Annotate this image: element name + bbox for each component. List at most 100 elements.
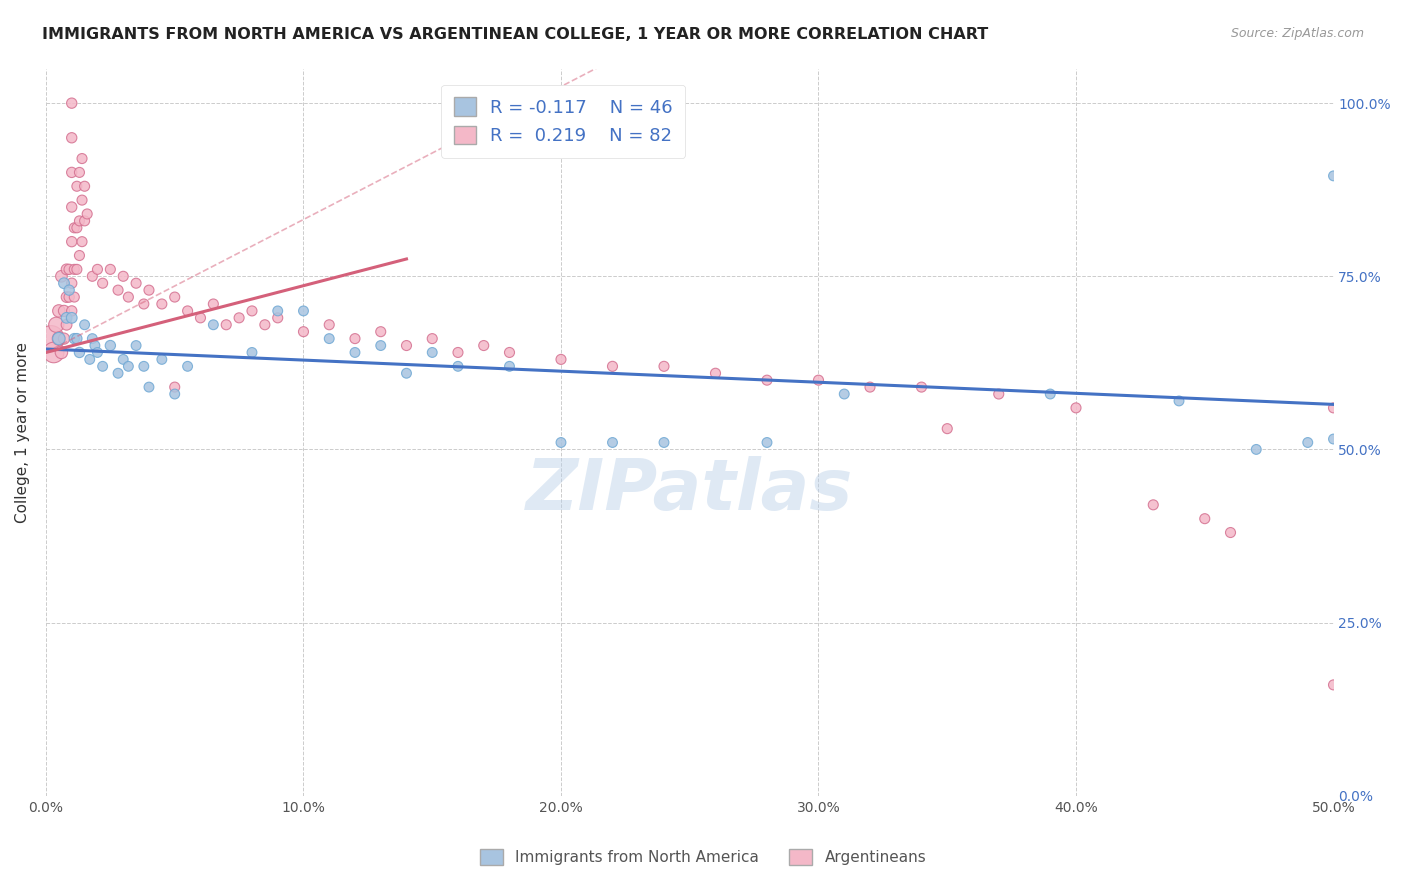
Point <box>51 345 73 359</box>
Point <box>39 332 62 346</box>
Point <box>202 297 225 311</box>
Point <box>190 310 212 325</box>
Point <box>86 262 108 277</box>
Point <box>1322 678 1344 692</box>
Point <box>138 283 160 297</box>
Point <box>79 352 101 367</box>
Point <box>69 345 91 359</box>
Point <box>63 220 86 235</box>
Point <box>48 332 70 346</box>
Point <box>602 359 624 374</box>
Point <box>107 283 129 297</box>
Point <box>420 332 443 346</box>
Point <box>48 332 70 346</box>
Point <box>1142 498 1164 512</box>
Point <box>395 338 418 352</box>
Point <box>936 422 959 436</box>
Point <box>70 235 93 249</box>
Point <box>86 345 108 359</box>
Point <box>53 304 76 318</box>
Point <box>704 366 727 380</box>
Point <box>63 290 86 304</box>
Point <box>66 220 89 235</box>
Point <box>69 248 91 262</box>
Point <box>163 387 186 401</box>
Point <box>756 435 779 450</box>
Point <box>447 345 470 359</box>
Point <box>58 290 80 304</box>
Point <box>117 290 139 304</box>
Point <box>60 304 83 318</box>
Point <box>395 366 418 380</box>
Point <box>832 387 855 401</box>
Point <box>70 193 93 207</box>
Text: IMMIGRANTS FROM NORTH AMERICA VS ARGENTINEAN COLLEGE, 1 YEAR OR MORE CORRELATION: IMMIGRANTS FROM NORTH AMERICA VS ARGENTI… <box>42 27 988 42</box>
Point <box>98 338 121 352</box>
Point <box>58 262 80 277</box>
Point <box>176 359 198 374</box>
Point <box>73 179 96 194</box>
Point <box>1168 393 1191 408</box>
Point <box>73 318 96 332</box>
Point <box>132 297 155 311</box>
Point <box>318 318 340 332</box>
Point <box>138 380 160 394</box>
Point <box>343 332 366 346</box>
Point <box>1039 387 1062 401</box>
Point <box>55 262 77 277</box>
Point <box>1194 511 1216 525</box>
Point <box>60 235 83 249</box>
Point <box>1246 442 1268 457</box>
Point <box>318 332 340 346</box>
Point <box>176 304 198 318</box>
Point <box>69 165 91 179</box>
Point <box>1219 525 1241 540</box>
Point <box>267 304 290 318</box>
Point <box>60 277 83 291</box>
Point <box>69 214 91 228</box>
Point <box>215 318 238 332</box>
Point <box>240 345 263 359</box>
Point <box>150 352 173 367</box>
Point <box>117 359 139 374</box>
Point <box>1322 169 1344 183</box>
Point <box>420 345 443 359</box>
Point <box>63 332 86 346</box>
Point <box>82 332 104 346</box>
Point <box>1322 401 1344 415</box>
Point <box>292 304 315 318</box>
Point <box>370 325 392 339</box>
Point <box>267 310 290 325</box>
Point <box>76 207 98 221</box>
Point <box>163 380 186 394</box>
Point <box>447 359 470 374</box>
Point <box>807 373 830 387</box>
Point <box>987 387 1010 401</box>
Point <box>910 380 932 394</box>
Point <box>73 214 96 228</box>
Point <box>66 179 89 194</box>
Point <box>53 277 76 291</box>
Legend: R = -0.117    N = 46, R =  0.219    N = 82: R = -0.117 N = 46, R = 0.219 N = 82 <box>441 85 685 158</box>
Point <box>91 277 114 291</box>
Point <box>125 338 148 352</box>
Point <box>98 262 121 277</box>
Point <box>107 366 129 380</box>
Point <box>370 338 392 352</box>
Point <box>132 359 155 374</box>
Text: ZIPatlas: ZIPatlas <box>526 456 853 524</box>
Point <box>53 332 76 346</box>
Point <box>60 96 83 111</box>
Point <box>66 262 89 277</box>
Point <box>859 380 882 394</box>
Point <box>228 310 250 325</box>
Point <box>48 304 70 318</box>
Point <box>1322 432 1344 446</box>
Point <box>70 152 93 166</box>
Point <box>112 269 135 284</box>
Point <box>63 262 86 277</box>
Point <box>652 435 675 450</box>
Point <box>60 310 83 325</box>
Point <box>55 290 77 304</box>
Point <box>83 338 105 352</box>
